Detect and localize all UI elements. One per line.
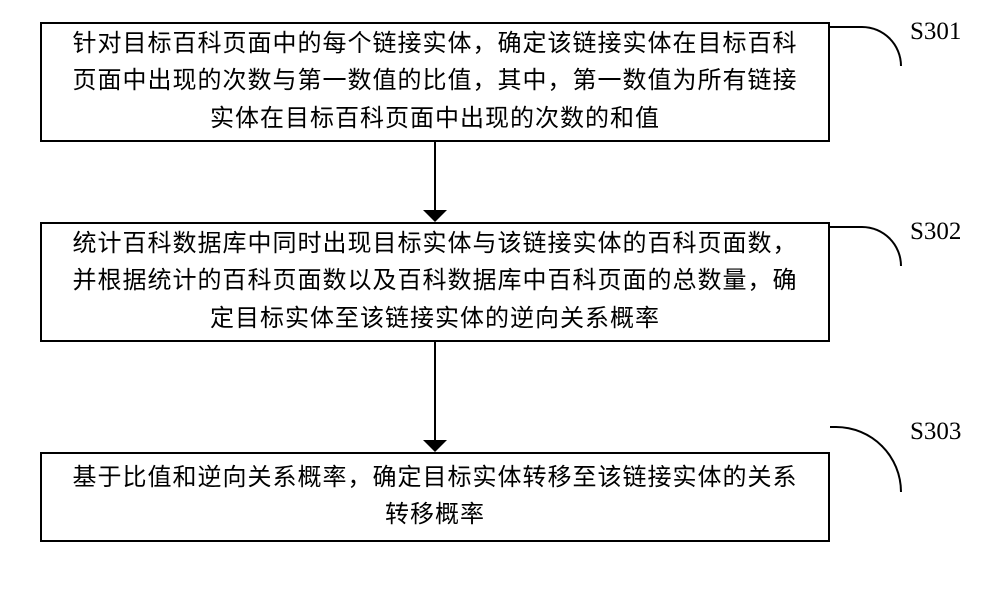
flow-step-2-text: 统计百科数据库中同时出现目标实体与该链接实体的百科页面数，并根据统计的百科页面数… [62,226,808,338]
label-connector-2 [830,226,902,266]
flow-step-3: 基于比值和逆向关系概率，确定目标实体转移至该链接实体的关系转移概率 [40,452,830,542]
flow-step-2: 统计百科数据库中同时出现目标实体与该链接实体的百科页面数，并根据统计的百科页面数… [40,222,830,342]
label-connector-1 [830,26,902,66]
arrow-head-1-to-2 [423,210,447,222]
step-label-1: S301 [910,18,961,46]
step-label-3: S303 [910,418,961,446]
flow-step-1-text: 针对目标百科页面中的每个链接实体，确定该链接实体在目标百科页面中出现的次数与第一… [62,26,808,138]
arrow-head-2-to-3 [423,440,447,452]
arrow-2-to-3 [434,342,436,440]
arrow-1-to-2 [434,142,436,210]
step-label-2: S302 [910,218,961,246]
label-connector-3 [830,426,902,492]
flow-step-3-text: 基于比值和逆向关系概率，确定目标实体转移至该链接实体的关系转移概率 [62,460,808,534]
flow-step-1: 针对目标百科页面中的每个链接实体，确定该链接实体在目标百科页面中出现的次数与第一… [40,22,830,142]
